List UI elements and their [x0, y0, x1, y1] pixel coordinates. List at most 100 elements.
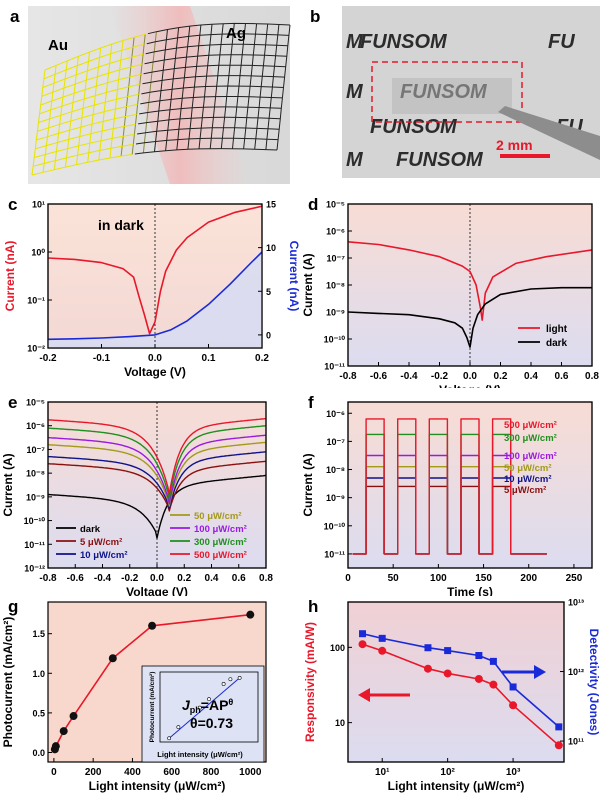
responsivity-point [489, 680, 498, 689]
x-tick-label: 250 [566, 573, 583, 584]
y-tick-label: 10⁻¹¹ [324, 549, 345, 559]
x-tick-label: 0.0 [148, 353, 162, 364]
500 μW/cm²-line [47, 417, 267, 496]
legend-label: 5 μW/cm² [504, 485, 546, 496]
mesh-line [34, 133, 135, 158]
y-tick-label: 10⁻⁶ [326, 409, 345, 419]
highlight-box [371, 61, 523, 123]
x-tick-label: 0.6 [555, 371, 569, 382]
x-tick-label: 400 [124, 767, 141, 778]
x-tick-label: 1000 [239, 767, 262, 778]
y2-axis-label: Detectivity (Jones) [587, 629, 600, 736]
blue-fill-area [48, 252, 262, 348]
y-tick-label: 10⁻⁷ [327, 254, 346, 264]
inset-point [221, 682, 226, 686]
x-axis-label: Voltage (V) [439, 383, 501, 388]
panel-letter: g [8, 597, 18, 616]
chart-c: -0.2 -0.1 0.0 0.1 0.2 10⁻² 10⁻¹ 10⁰ 10¹ 0 5 10 15 Vol… [3, 195, 300, 379]
y-tick-label: 10⁻¹¹ [324, 362, 345, 372]
y-tick-label: 10⁻² [27, 344, 45, 354]
mesh-line [44, 33, 146, 71]
legend-label: light [546, 324, 568, 335]
x-tick-label: -0.4 [94, 573, 112, 584]
detectivity-point [359, 630, 367, 638]
mesh-line [135, 137, 279, 145]
responsivity-point [554, 741, 563, 750]
plot-background [348, 602, 564, 762]
annotation-text: in dark [98, 217, 144, 233]
mesh-line [140, 96, 283, 105]
legend-label: 50 μW/cm² [194, 511, 242, 522]
panel-letter: e [8, 393, 17, 412]
blue-current-line [47, 251, 263, 341]
responsivity-point [378, 646, 387, 655]
x-tick-label: 10³ [506, 767, 521, 778]
funsom-word: FUNSOM [396, 149, 484, 171]
data-point [51, 742, 60, 751]
x-tick-label: 150 [475, 573, 492, 584]
dark-line [347, 286, 592, 348]
data-point [69, 712, 78, 721]
responsivity-line [362, 643, 560, 746]
data-point [246, 610, 255, 619]
mesh-line [32, 143, 134, 167]
y-tick-label: 0.5 [32, 708, 45, 718]
x-tick-label: 10¹ [375, 767, 390, 778]
mesh-line [146, 33, 289, 45]
y2-axis-label: Current (nA) [287, 241, 300, 312]
x-axis-label: Voltage (V) [126, 585, 188, 596]
y-tick-label: 10⁻⁶ [326, 227, 345, 237]
funsom-word-cut-left: M [346, 81, 364, 103]
y-axis-label: Photocurrent (mA/cm²) [1, 617, 15, 748]
y-tick-label: 10¹ [32, 200, 45, 210]
mesh-line [40, 73, 142, 106]
y-tick-label: 10⁻⁹ [326, 308, 345, 318]
responsivity-point [474, 674, 483, 683]
y-tick-label: 10⁻⁹ [326, 493, 345, 503]
x-tick-label: 0.2 [177, 573, 191, 584]
panel-letter: h [308, 597, 318, 616]
y-tick-label: 0.0 [32, 748, 45, 758]
funsom-word: FUNSOM [370, 116, 458, 138]
y-tick-label: 10⁻¹ [27, 296, 45, 306]
y-tick-label: 0 [266, 330, 271, 340]
legend-label: 100 μW/cm² [504, 451, 557, 462]
mesh-line [31, 153, 133, 176]
inset-point [197, 705, 202, 710]
detectivity-point [424, 644, 432, 652]
y-tick-label: 10⁻⁷ [327, 437, 346, 447]
y-tick-label: 10¹¹ [568, 737, 584, 747]
x-tick-label: 0.4 [205, 573, 219, 584]
x-tick-label: 600 [163, 767, 180, 778]
panel-letter: c [8, 195, 17, 214]
legend-label: 5 μW/cm² [80, 537, 122, 548]
mesh-line [41, 63, 143, 97]
panel-letter: f [308, 393, 314, 412]
y-tick-label: 10 [266, 243, 276, 253]
light-beam [110, 6, 250, 184]
x-tick-label: 0.6 [232, 573, 246, 584]
x-tick-label: -0.2 [39, 353, 57, 364]
formula-sub: ph [190, 705, 201, 715]
x-tick-label: -0.2 [431, 371, 449, 382]
x-tick-label: 0.2 [255, 353, 269, 364]
mesh-line [144, 54, 287, 65]
x-tick-label: 0.1 [202, 353, 216, 364]
mesh-line [37, 103, 138, 132]
mesh-line [134, 148, 278, 155]
au-label: Au [48, 37, 68, 54]
legend-label: 100 μW/cm² [194, 524, 247, 535]
y-tick-label: 10 [335, 718, 345, 728]
y-axis-label: Current (A) [1, 453, 15, 516]
x-tick-label: 0.8 [585, 371, 599, 382]
red-current-line [47, 205, 263, 335]
mesh-line [36, 113, 137, 141]
x-tick-label: 10² [440, 767, 455, 778]
mesh-line [145, 43, 288, 55]
detectivity-point [444, 647, 452, 655]
responsivity-point [443, 669, 452, 678]
panel-a: a Au Ag [0, 0, 300, 190]
mesh-line [139, 106, 282, 115]
legend-label: dark [80, 524, 101, 535]
x-axis-label: Light intensity (μW/cm²) [388, 779, 525, 793]
